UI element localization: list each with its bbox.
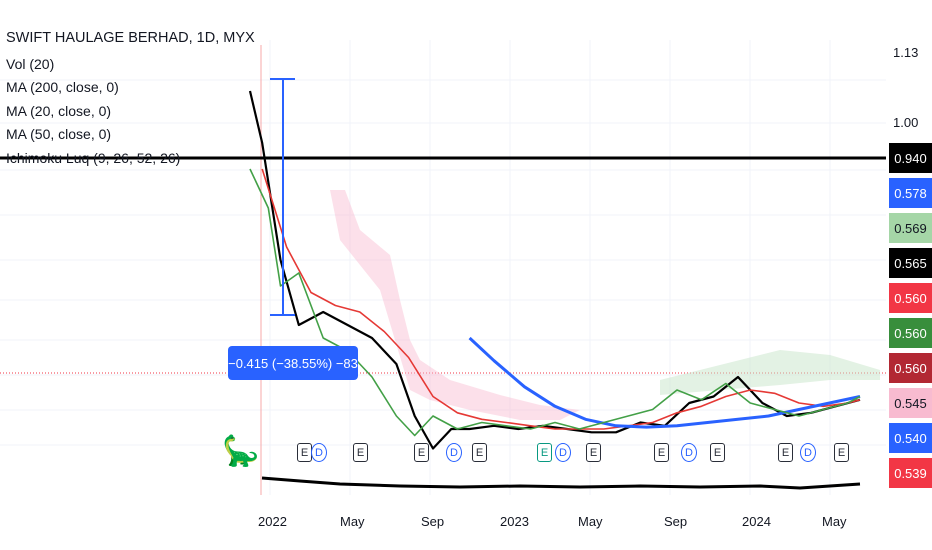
indicator-vol[interactable]: Vol (20) [6, 55, 55, 72]
x-tick-label: Sep [421, 514, 445, 529]
earnings-marker[interactable]: E [778, 443, 793, 462]
dividend-marker[interactable]: D [446, 443, 462, 462]
indicator-ma200[interactable]: MA (200, close, 0) [6, 79, 119, 95]
x-tick-label: May [822, 514, 847, 529]
earnings-marker[interactable]: E [472, 443, 487, 462]
series-line-2 [468, 336, 861, 429]
price-label: 0.560 [889, 283, 932, 313]
dividend-marker[interactable]: D [555, 443, 571, 462]
indicator-ma50[interactable]: MA (50, close, 0) [6, 126, 112, 142]
dinosaur-logo-icon: 🦕 [222, 435, 260, 468]
legend: SWIFT HAULAGE BERHAD, 1D, MYX Vol (20) M… [6, 27, 255, 170]
dividend-marker[interactable]: D [800, 443, 816, 462]
x-tick-label: 2024 [742, 514, 771, 529]
volume-ma-line [261, 476, 861, 490]
y-tick-label: 1.13 [893, 45, 919, 60]
measure-tooltip: −0.415 (−38.55%) −83 [228, 346, 358, 380]
price-label: 0.540 [889, 423, 932, 453]
price-label: 0.578 [889, 178, 932, 208]
earnings-marker[interactable]: E [537, 443, 552, 462]
price-label: 0.560 [889, 353, 932, 383]
x-tick-label: May [340, 514, 365, 529]
earnings-marker[interactable]: E [586, 443, 601, 462]
indicator-ichimoku[interactable]: Ichimoku Luq (9, 26, 52, 26) [6, 149, 181, 166]
chart-title: SWIFT HAULAGE BERHAD, 1D, MYX [6, 30, 255, 46]
price-label: 0.565 [889, 248, 932, 278]
ichimoku-cloud-red [330, 190, 580, 420]
price-label: 0.539 [889, 458, 932, 488]
earnings-marker[interactable]: E [297, 443, 312, 462]
price-label: 0.569 [889, 213, 932, 243]
x-tick-label: 2023 [500, 514, 529, 529]
earnings-marker[interactable]: E [710, 443, 725, 462]
series-line-3 [249, 168, 861, 437]
price-label: 0.940 [889, 143, 932, 173]
earnings-marker[interactable]: E [414, 443, 429, 462]
y-tick-label: 1.00 [893, 115, 919, 130]
x-tick-label: May [578, 514, 603, 529]
series-line-0 [248, 90, 861, 450]
earnings-marker[interactable]: E [654, 443, 669, 462]
price-label: 0.545 [889, 388, 932, 418]
price-label: 0.560 [889, 318, 932, 348]
x-tick-label: Sep [664, 514, 688, 529]
earnings-marker[interactable]: E [834, 443, 849, 462]
earnings-marker[interactable]: E [353, 443, 368, 462]
series-line-1 [261, 168, 861, 430]
dividend-marker[interactable]: D [311, 443, 327, 462]
x-tick-label: 2022 [258, 514, 287, 529]
dividend-marker[interactable]: D [681, 443, 697, 462]
indicator-ma20[interactable]: MA (20, close, 0) [6, 102, 112, 119]
ichimoku-cloud-green [660, 350, 880, 395]
